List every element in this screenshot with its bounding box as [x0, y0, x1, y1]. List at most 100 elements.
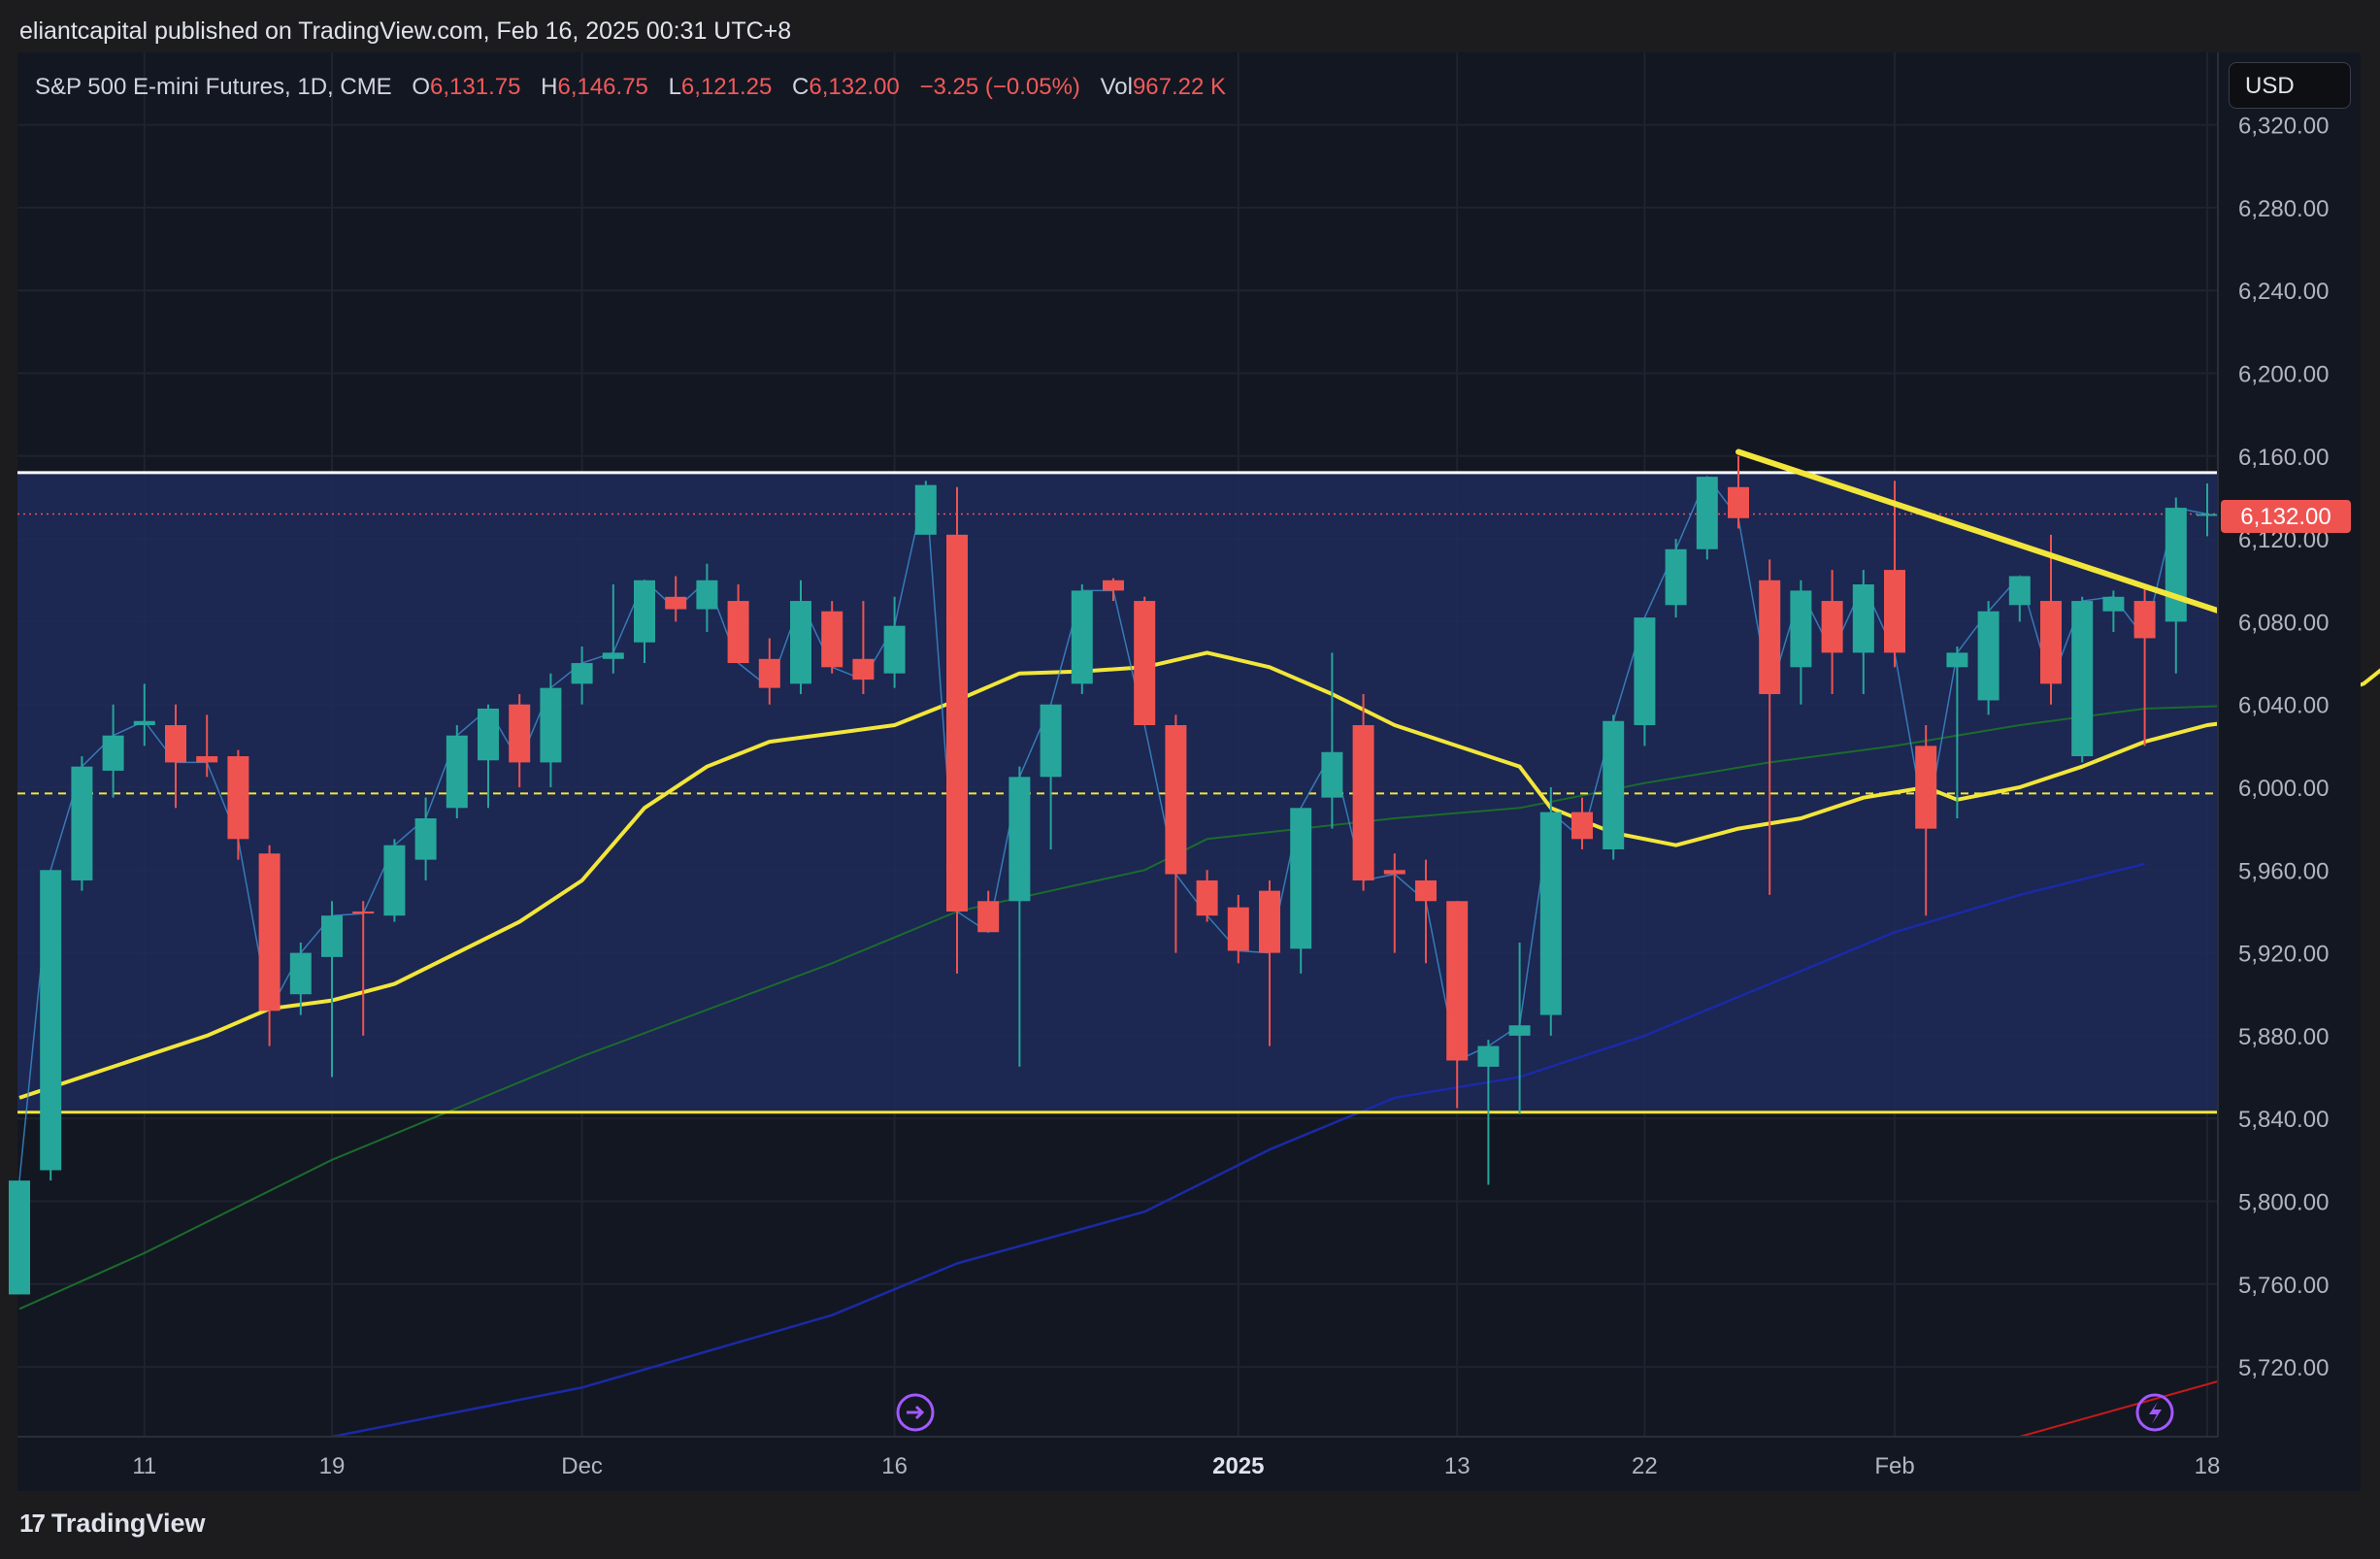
candle-up: [478, 708, 499, 761]
candle-down: [1571, 812, 1593, 840]
price-tick-label: 5,880.00: [2238, 1024, 2329, 1050]
candle-down: [852, 658, 875, 680]
time-tick-label: Feb: [1874, 1453, 1914, 1479]
candle-up: [696, 580, 718, 610]
brand-name: TradingView: [50, 1509, 206, 1538]
candle-up: [1665, 548, 1687, 606]
candle-down: [1196, 879, 1218, 916]
candle-up: [289, 952, 312, 995]
candle-down: [1103, 580, 1124, 591]
legend-close-label: C: [792, 74, 810, 100]
trendline: [1735, 448, 2242, 621]
candle-up: [571, 663, 593, 684]
candle-up: [1946, 652, 1968, 668]
tradingview-logo-icon: 17: [19, 1509, 46, 1538]
time-tick-label: 18: [2195, 1453, 2221, 1479]
time-axis: 11 19 Dec 16 2025 13 22 Feb 18: [132, 1453, 2220, 1479]
price-chart[interactable]: 6,320.00 6,280.00 6,240.00 6,200.00 6,160.00…: [0, 0, 2380, 1491]
legend-symbol: S&P 500 E-mini Futures, 1D, CME: [35, 74, 392, 100]
candle-down: [1415, 879, 1437, 902]
candle-down: [196, 756, 218, 763]
time-tick-label: 19: [319, 1453, 346, 1479]
candle-down: [821, 611, 843, 668]
legend-open: 6,131.75: [430, 74, 521, 100]
time-tick-label: Dec: [561, 1453, 603, 1479]
candle-up: [40, 870, 62, 1171]
candle-down: [977, 901, 1000, 933]
currency-button[interactable]: USD: [2229, 62, 2351, 109]
footer-bar: [0, 1491, 2380, 1559]
candle-down: [352, 911, 375, 914]
candle-up: [1008, 777, 1031, 902]
replay-icon[interactable]: [896, 1393, 935, 1432]
candle-down: [227, 756, 249, 840]
candle-up: [1790, 590, 1812, 668]
candle-up: [133, 720, 155, 726]
candle-up: [2008, 576, 2031, 606]
range-box: [17, 472, 2218, 1112]
candle-up: [2165, 508, 2187, 622]
candle-up: [446, 735, 468, 809]
candle-up: [9, 1180, 30, 1295]
candle-up: [602, 652, 624, 659]
candle-down: [1165, 725, 1187, 875]
candles: [9, 455, 2218, 1295]
price-axis-bg: [2218, 52, 2361, 1437]
price-tick-label: 6,200.00: [2238, 362, 2329, 388]
candle-up: [914, 484, 937, 535]
price-tick-label: 5,800.00: [2238, 1190, 2329, 1216]
candle-up: [1071, 590, 1093, 684]
right-strip: [2361, 52, 2380, 1491]
candle-up: [1539, 812, 1562, 1015]
candle-down: [1134, 601, 1156, 726]
candle-down: [758, 658, 780, 688]
publish-header: [0, 0, 2380, 52]
candle-up: [540, 687, 562, 763]
legend-high-label: H: [541, 74, 558, 100]
candle-up: [2197, 514, 2218, 516]
candle-up: [883, 625, 906, 674]
price-tick-label: 6,160.00: [2238, 445, 2329, 471]
candle-up: [321, 915, 343, 957]
candle-down: [1884, 570, 1905, 653]
candle-up: [2071, 601, 2094, 757]
candle-down: [1383, 870, 1405, 875]
price-tick-label: 5,960.00: [2238, 858, 2329, 884]
candle-down: [1759, 580, 1781, 695]
candle-down: [946, 534, 968, 912]
candle-down: [1259, 890, 1280, 953]
price-tick-label: 6,240.00: [2238, 279, 2329, 305]
left-strip: [0, 52, 17, 1491]
candle-up: [414, 817, 437, 860]
candle-down: [1821, 601, 1843, 653]
legend-vol-label: Vol: [1100, 74, 1133, 100]
legend-change: −3.25 (−0.05%): [919, 74, 1080, 100]
candle-up: [1508, 1025, 1531, 1036]
candle-up: [634, 580, 655, 643]
candle-up: [1634, 617, 1656, 726]
candle-down: [509, 704, 531, 763]
candle-up: [790, 601, 811, 684]
ohlc-legend: S&P 500 E-mini Futures, 1D, CME O6,131.7…: [35, 74, 1226, 101]
candle-up: [1040, 704, 1062, 778]
tradingview-brand[interactable]: 17 TradingView: [19, 1509, 205, 1539]
lightning-icon[interactable]: [2135, 1393, 2174, 1432]
candle-down: [665, 596, 687, 610]
last-price-label-group: 6,132.00: [2221, 500, 2351, 533]
ma-blue-line: [331, 862, 2145, 1439]
time-tick-label: 2025: [1212, 1453, 1264, 1479]
price-tick-label: 5,760.00: [2238, 1273, 2329, 1299]
publish-line: eliantcapital published on TradingView.c…: [19, 17, 792, 45]
legend-low-label: L: [668, 74, 681, 100]
price-tick-label: 5,840.00: [2238, 1107, 2329, 1133]
legend-low: 6,121.25: [680, 74, 773, 100]
price-tick-label: 5,720.00: [2238, 1355, 2329, 1381]
legend-high: 6,146.75: [557, 74, 648, 100]
candle-down: [1227, 907, 1249, 951]
time-tick-label: 16: [881, 1453, 908, 1479]
last-price-badge: [2221, 500, 2351, 533]
candle-down: [2040, 601, 2062, 684]
price-tick-label: 6,320.00: [2238, 114, 2329, 140]
candle-up: [1290, 808, 1312, 949]
candle-up: [1603, 720, 1625, 849]
